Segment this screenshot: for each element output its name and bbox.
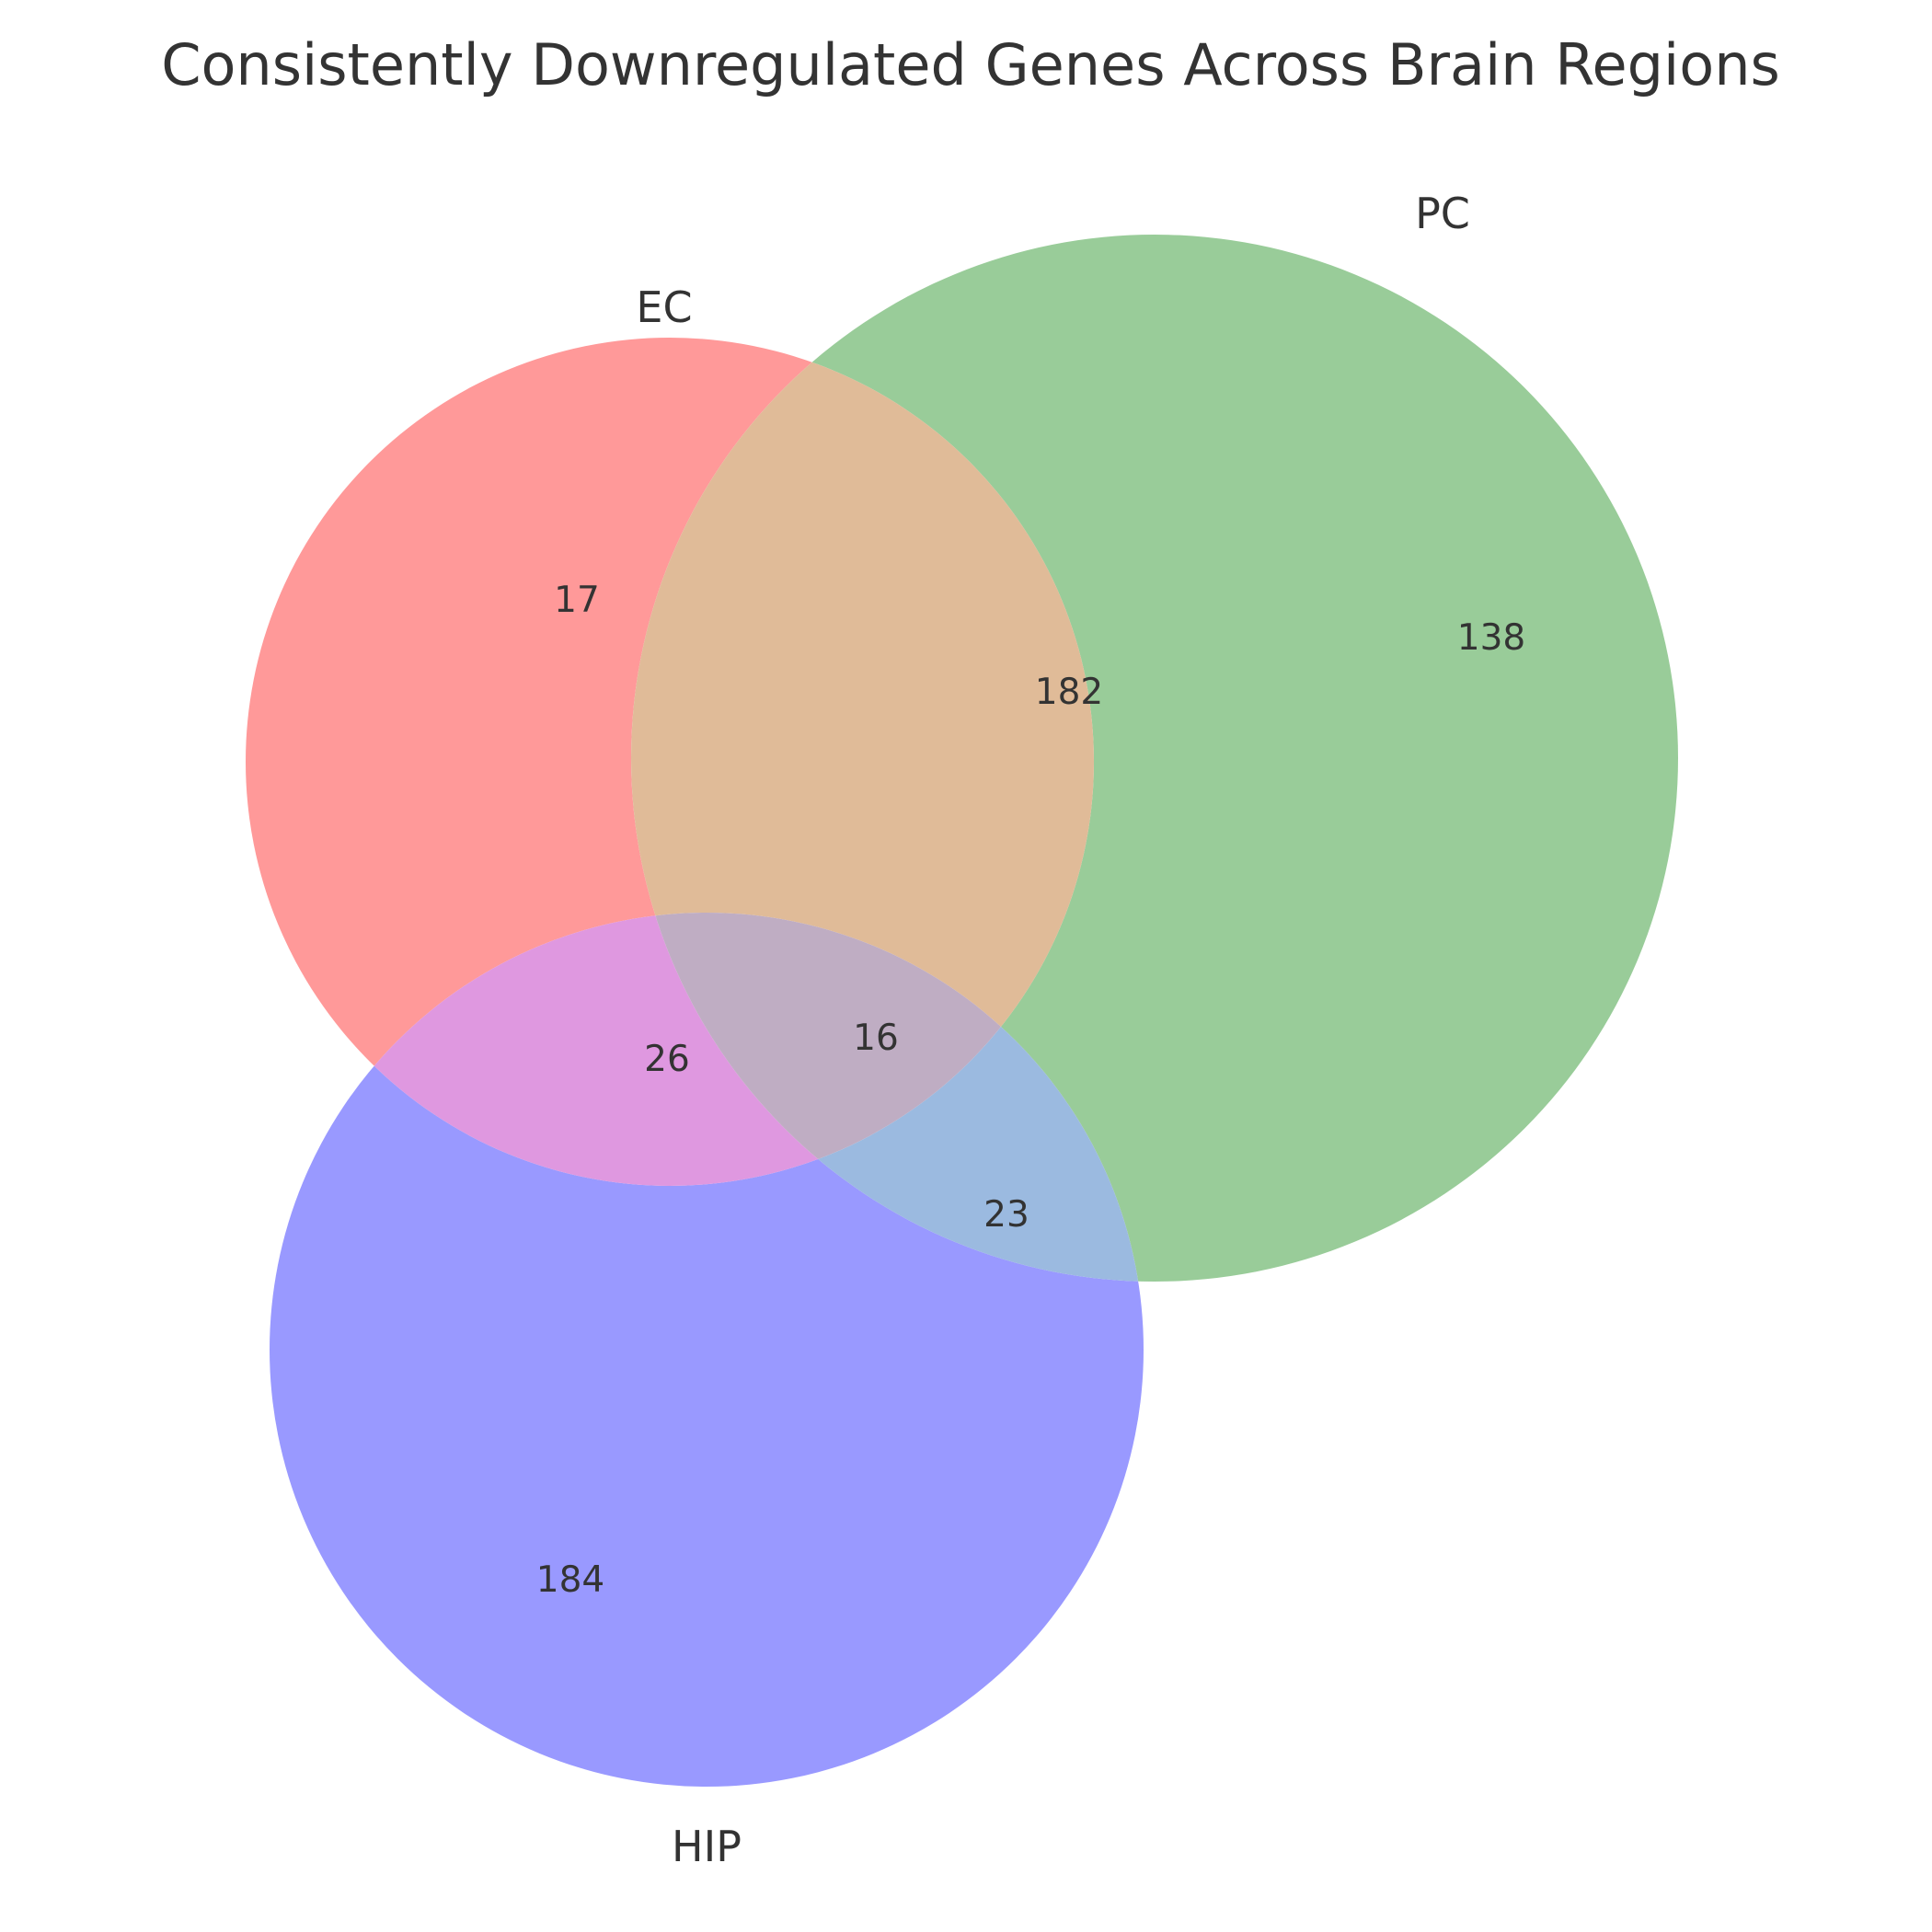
set-label-pc: PC <box>1415 189 1470 238</box>
count-pc-only: 138 <box>1457 617 1525 659</box>
region-pc-hip <box>631 913 1144 1282</box>
count-ec-pc: 182 <box>1035 672 1103 713</box>
count-ec-pc-hip: 16 <box>853 1018 899 1059</box>
chart-title: Consistently Downregulated Genes Across … <box>161 31 1780 98</box>
count-pc-hip: 23 <box>983 1194 1029 1236</box>
count-ec-only: 17 <box>554 580 600 621</box>
set-label-ec: EC <box>636 282 692 332</box>
set-label-hip: HIP <box>672 1822 742 1871</box>
count-hip-only: 184 <box>536 1559 604 1601</box>
count-ec-hip: 26 <box>644 1039 690 1080</box>
